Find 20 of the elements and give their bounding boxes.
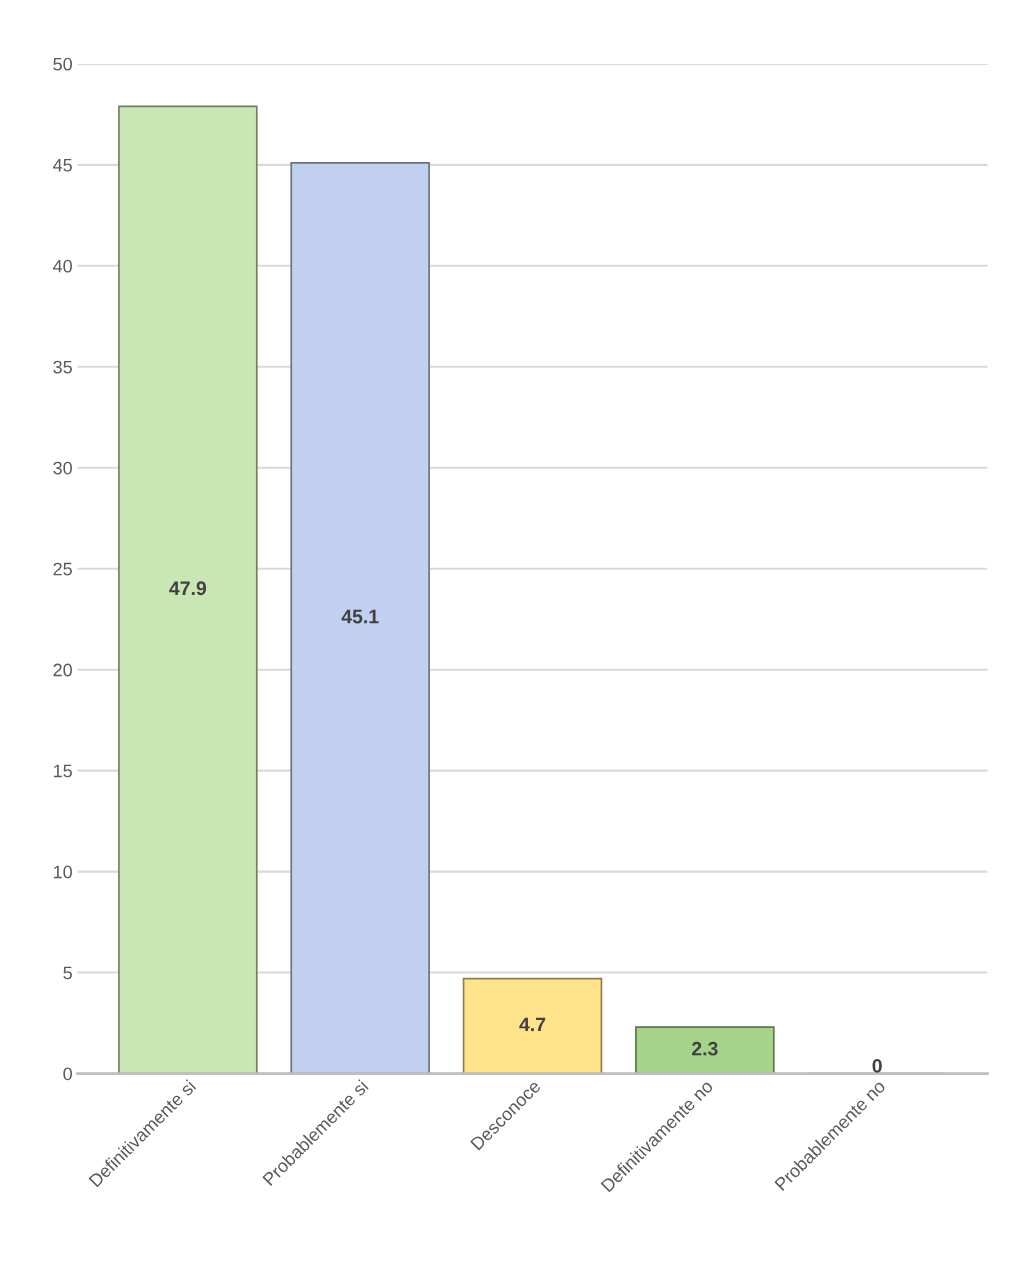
y-tick-label: 35 — [53, 360, 72, 374]
data-label: 4.7 — [519, 1017, 546, 1032]
bar — [290, 162, 430, 1074]
bar — [462, 977, 603, 1074]
data-label: 2.3 — [692, 1041, 718, 1056]
y-tick-label: 20 — [53, 663, 72, 677]
data-label: 0 — [872, 1058, 882, 1073]
y-tick-label: 25 — [53, 562, 72, 576]
y-tick-label: 0 — [63, 1067, 72, 1081]
y-tick-label: 50 — [53, 57, 72, 71]
y-tick-label: 45 — [53, 158, 72, 172]
y-tick-label: 40 — [53, 259, 72, 273]
bar — [635, 1026, 775, 1074]
y-tick-label: 15 — [53, 764, 72, 778]
y-tick-label: 5 — [63, 966, 72, 980]
bar — [118, 105, 258, 1074]
y-tick-label: 10 — [53, 865, 72, 879]
y-tick-label: 30 — [53, 461, 72, 475]
data-label: 45.1 — [341, 609, 379, 624]
data-label: 47.9 — [169, 581, 207, 596]
